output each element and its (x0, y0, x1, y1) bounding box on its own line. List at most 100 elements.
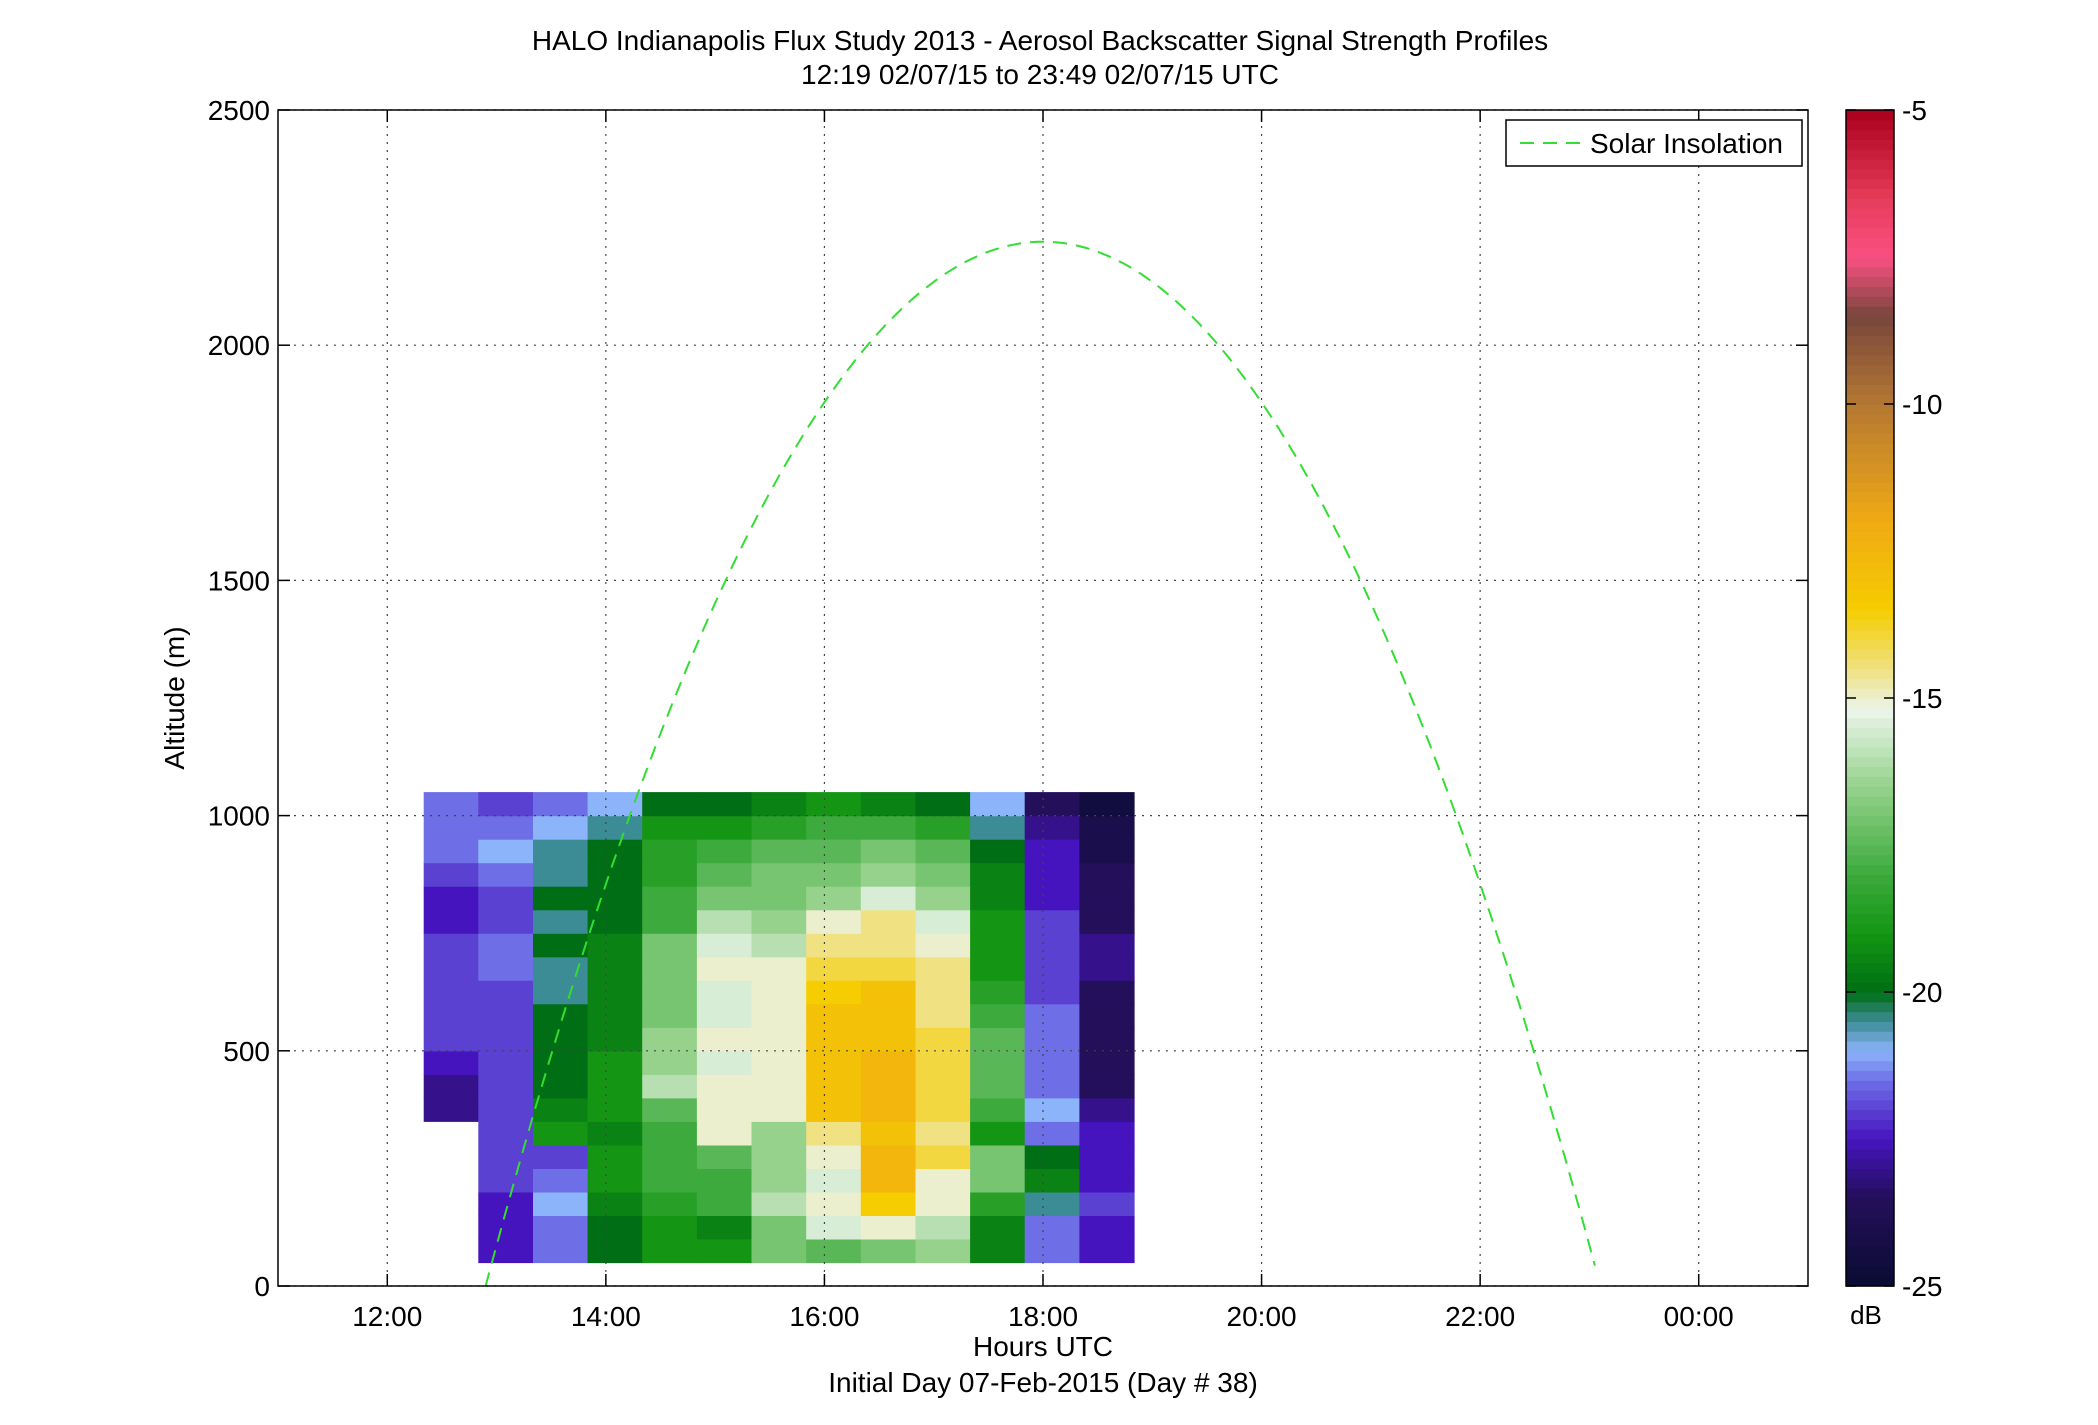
heatmap-cell (696, 815, 753, 840)
heatmap-cell (915, 1168, 971, 1193)
heatmap-cell (642, 1215, 698, 1240)
heatmap-cell (423, 839, 479, 864)
colorbar-tick-label: -20 (1902, 977, 1942, 1008)
heatmap-cell (587, 1191, 643, 1216)
heatmap-cell (478, 1215, 534, 1240)
heatmap-cell (1079, 1121, 1135, 1146)
heatmap-cell (1079, 909, 1135, 934)
colorbar-segment (1846, 482, 1894, 493)
colorbar-segment (1846, 296, 1894, 307)
heatmap-cell (533, 980, 589, 1005)
heatmap-cell (751, 862, 807, 887)
heatmap-cell (587, 980, 643, 1005)
colorbar-segment (1846, 374, 1894, 385)
colorbar-segment (1846, 394, 1894, 405)
heatmap-cell (423, 1050, 479, 1075)
heatmap-cell (423, 815, 479, 840)
heatmap-cell (642, 1121, 698, 1146)
heatmap-cell (970, 839, 1026, 864)
heatmap-cell (806, 815, 862, 840)
heatmap-cell (1079, 815, 1135, 840)
heatmap-cell (696, 839, 753, 864)
colorbar-segment (1846, 1001, 1894, 1013)
heatmap-cell (1079, 956, 1135, 981)
heatmap-cell (696, 1168, 753, 1193)
heatmap-cell (533, 1121, 589, 1146)
heatmap-cell (423, 1097, 479, 1122)
colorbar-segment (1846, 923, 1894, 934)
heatmap-cell (915, 1097, 971, 1122)
heatmap-cell (860, 956, 916, 981)
heatmap-cell (970, 886, 1026, 911)
heatmap-cell (1024, 886, 1080, 911)
heatmap-cell (970, 815, 1026, 840)
colorbar-segment (1846, 825, 1894, 836)
heatmap-cell (915, 862, 971, 887)
colorbar-segment (1846, 149, 1894, 160)
y-axis-label: Altitude (m) (159, 626, 190, 769)
heatmap-cell (751, 909, 807, 934)
heatmap-cell (478, 1144, 534, 1169)
colorbar-segment (1846, 913, 1894, 924)
heatmap-cell (860, 1168, 916, 1193)
heatmap-cell (478, 815, 534, 840)
heatmap-cell (915, 1027, 971, 1052)
heatmap-cell (533, 909, 589, 934)
heatmap-cell (533, 1027, 589, 1052)
heatmap-cell (1079, 886, 1135, 911)
heatmap-cell (533, 956, 589, 981)
heatmap-cell (1079, 1050, 1135, 1075)
heatmap-cell (860, 1050, 916, 1075)
heatmap-cell (478, 862, 534, 887)
heatmap-cell (860, 815, 916, 840)
colorbar-segment (1846, 1119, 1894, 1130)
heatmap-cell (533, 1168, 589, 1193)
heatmap-cell (423, 980, 479, 1005)
heatmap-cell (696, 1215, 753, 1240)
y-tick-label: 1000 (208, 801, 270, 832)
heatmap-cell (587, 1050, 643, 1075)
colorbar-segment (1846, 884, 1894, 895)
heatmap-cell (423, 1074, 479, 1099)
heatmap-cell (806, 1097, 862, 1122)
colorbar-segment (1846, 168, 1894, 180)
colorbar-segment (1846, 1021, 1894, 1032)
heatmap-cell (1024, 792, 1080, 817)
colorbar-segment (1846, 1158, 1894, 1169)
colorbar-segment (1846, 737, 1894, 748)
heatmap-cell (642, 886, 698, 911)
colorbar-segment (1846, 531, 1894, 542)
colorbar-segment (1846, 600, 1894, 611)
heatmap-cell (642, 862, 698, 887)
colorbar-segment (1846, 492, 1894, 503)
colorbar-segment (1846, 894, 1894, 905)
colorbar-segment (1846, 717, 1894, 728)
x-axis-label-day: Initial Day 07-Feb-2015 (Day # 38) (828, 1367, 1258, 1398)
heatmap-cell (970, 1191, 1026, 1216)
colorbar-segment (1846, 1139, 1894, 1150)
heatmap-cell (642, 815, 698, 840)
colorbar-segment (1846, 1168, 1894, 1179)
heatmap-cell (970, 1121, 1026, 1146)
x-tick-label: 22:00 (1445, 1301, 1515, 1332)
heatmap-cell (587, 1027, 643, 1052)
heatmap-cell (915, 1191, 971, 1216)
heatmap-cell (696, 792, 753, 817)
heatmap-cell (860, 1027, 916, 1052)
colorbar-segment (1846, 1266, 1894, 1277)
heatmap-cell (806, 1003, 862, 1028)
colorbar-segment (1846, 355, 1894, 366)
colorbar-tick-label: -15 (1902, 683, 1942, 714)
heatmap-cell (751, 886, 807, 911)
colorbar-segment (1846, 1188, 1894, 1199)
heatmap-cell (1079, 839, 1135, 864)
heatmap-cell (970, 1027, 1026, 1052)
heatmap-cell (587, 1074, 643, 1099)
heatmap-cell (1024, 956, 1080, 981)
heatmap-cell (587, 792, 643, 817)
heatmap-cell (642, 980, 698, 1005)
heatmap-cell (642, 956, 698, 981)
heatmap-cell (587, 909, 643, 934)
heatmap-cell (1024, 815, 1080, 840)
